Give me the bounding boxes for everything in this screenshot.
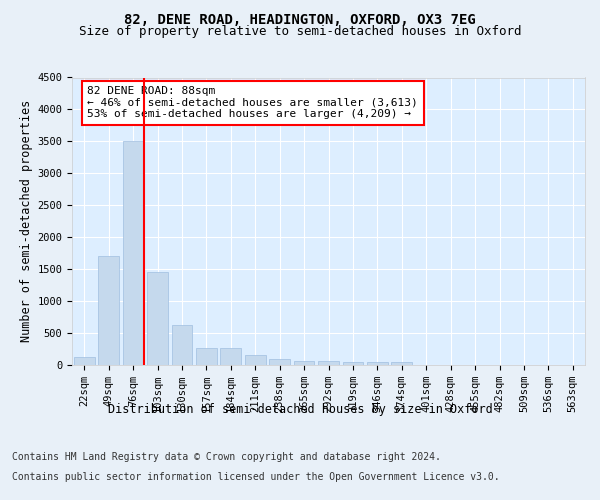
Text: Contains public sector information licensed under the Open Government Licence v3: Contains public sector information licen…: [12, 472, 500, 482]
Bar: [220, 348, 241, 365]
Bar: [343, 362, 364, 365]
Bar: [196, 348, 217, 365]
Text: Contains HM Land Registry data © Crown copyright and database right 2024.: Contains HM Land Registry data © Crown c…: [12, 452, 441, 462]
Text: Distribution of semi-detached houses by size in Oxford: Distribution of semi-detached houses by …: [107, 402, 493, 415]
Bar: [318, 361, 339, 365]
Text: 82 DENE ROAD: 88sqm
← 46% of semi-detached houses are smaller (3,613)
53% of sem: 82 DENE ROAD: 88sqm ← 46% of semi-detach…: [88, 86, 418, 120]
Bar: [122, 142, 143, 365]
Bar: [391, 362, 412, 365]
Bar: [98, 256, 119, 365]
Bar: [172, 326, 193, 365]
Bar: [245, 355, 266, 365]
Bar: [147, 272, 168, 365]
Bar: [269, 358, 290, 365]
Bar: [367, 362, 388, 365]
Text: 82, DENE ROAD, HEADINGTON, OXFORD, OX3 7EG: 82, DENE ROAD, HEADINGTON, OXFORD, OX3 7…: [124, 12, 476, 26]
Bar: [293, 360, 314, 365]
Text: Size of property relative to semi-detached houses in Oxford: Size of property relative to semi-detach…: [79, 25, 521, 38]
Bar: [74, 356, 95, 365]
Y-axis label: Number of semi-detached properties: Number of semi-detached properties: [20, 100, 33, 342]
